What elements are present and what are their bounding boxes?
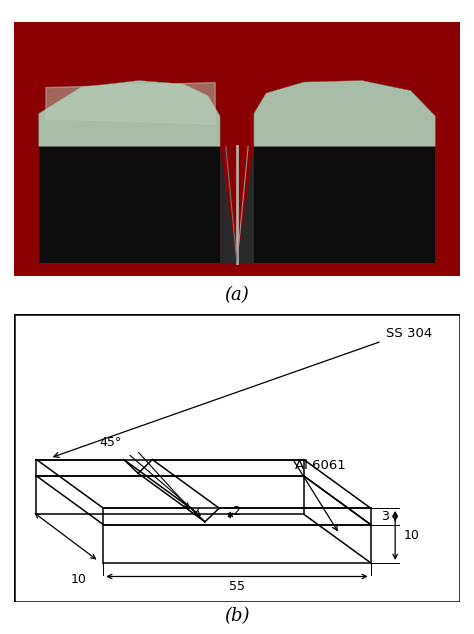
Text: 3: 3 — [382, 510, 389, 523]
Text: 2: 2 — [233, 505, 240, 519]
Text: 45°: 45° — [99, 436, 121, 449]
Text: 10: 10 — [71, 573, 87, 586]
Text: (b): (b) — [224, 607, 250, 626]
Polygon shape — [220, 146, 237, 263]
Polygon shape — [254, 146, 435, 263]
Text: 55: 55 — [229, 580, 245, 593]
Text: (a): (a) — [225, 286, 249, 304]
Text: Al 6061: Al 6061 — [295, 459, 346, 472]
Polygon shape — [237, 146, 254, 263]
Polygon shape — [254, 81, 435, 146]
Polygon shape — [39, 81, 220, 146]
Text: 10: 10 — [403, 529, 419, 542]
Text: SS 304: SS 304 — [386, 327, 432, 340]
Polygon shape — [39, 146, 220, 263]
